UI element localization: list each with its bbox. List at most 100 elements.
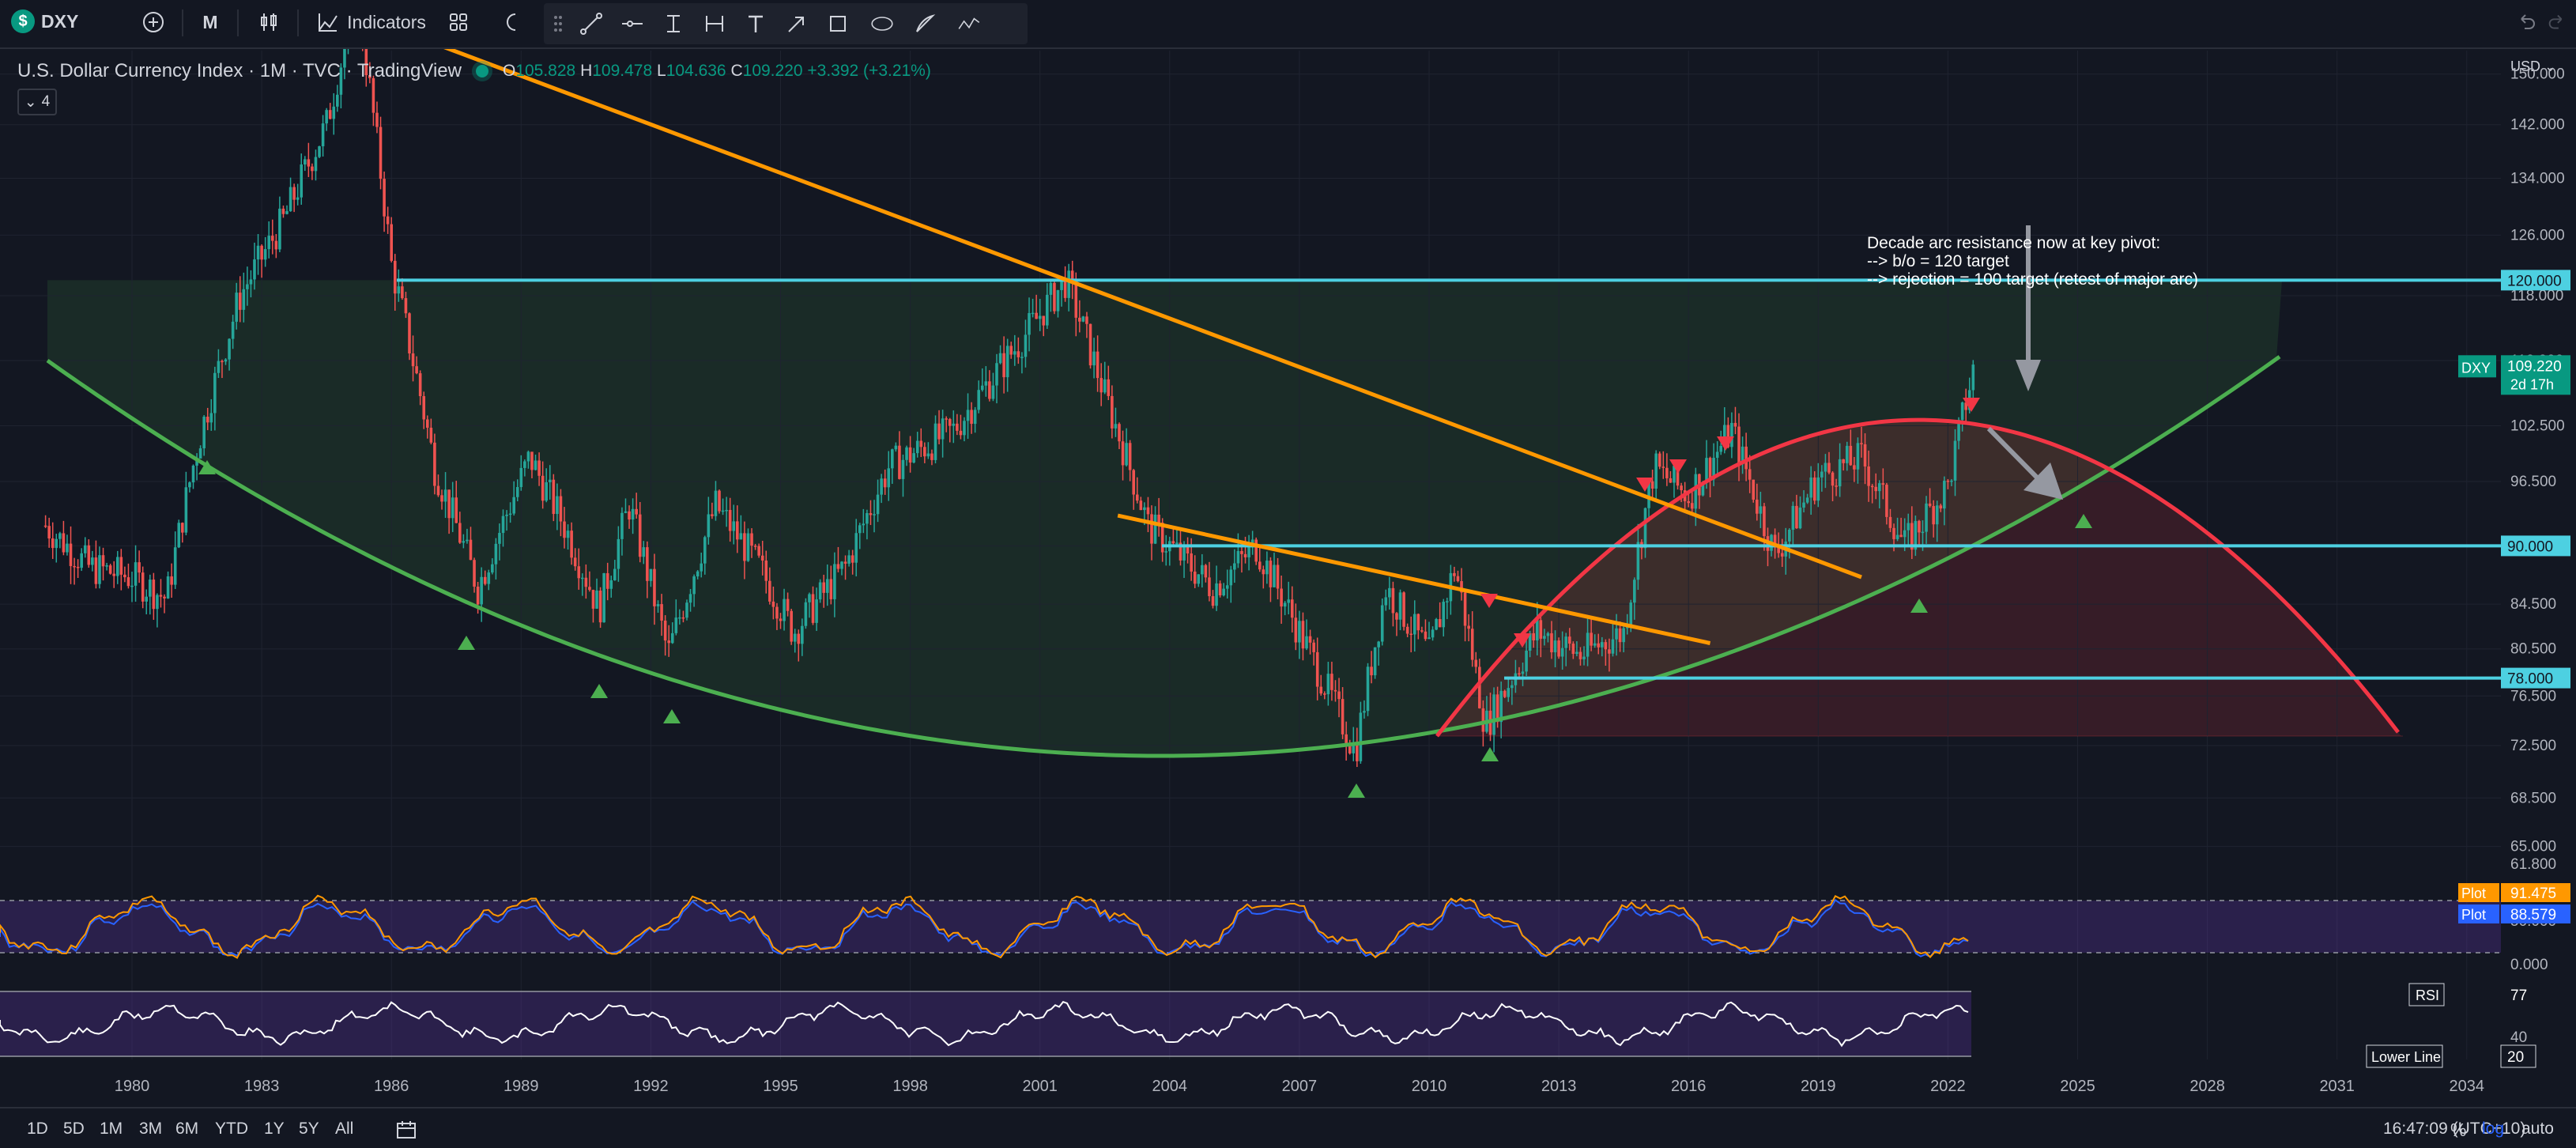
- range-all[interactable]: All: [335, 1120, 354, 1138]
- candle-body: [739, 533, 743, 540]
- drag-handle-icon[interactable]: [550, 8, 566, 40]
- candle-body: [1197, 574, 1201, 584]
- interval-button[interactable]: M: [202, 11, 218, 32]
- candle-body: [649, 568, 653, 581]
- candle-body: [1370, 667, 1373, 676]
- candle-body: [1081, 316, 1085, 322]
- candle-body: [1690, 503, 1694, 509]
- clock-time[interactable]: 16:47:09 (UTC+10): [2383, 1120, 2526, 1138]
- candle-body: [115, 557, 119, 576]
- candle-body: [595, 590, 598, 609]
- candle-body: [184, 487, 188, 533]
- candle-body: [1348, 745, 1352, 753]
- candle-body: [289, 187, 292, 212]
- candle-body: [1042, 315, 1046, 326]
- horizontal-line-tool[interactable]: [617, 8, 648, 40]
- range-5d[interactable]: 5D: [63, 1120, 85, 1138]
- candle-body: [1107, 379, 1111, 396]
- undo-button[interactable]: [2512, 6, 2540, 38]
- range-5y[interactable]: 5Y: [299, 1120, 319, 1138]
- path-tool[interactable]: [950, 8, 988, 40]
- candle-body: [1053, 282, 1056, 312]
- range-1m[interactable]: 1M: [100, 1120, 123, 1138]
- pivot-low-marker: [2075, 514, 2092, 528]
- candle-body: [836, 564, 840, 569]
- candle-body: [1914, 520, 1918, 550]
- candle-body: [1756, 499, 1759, 514]
- candle-body: [933, 423, 937, 460]
- currency-label[interactable]: USD ⌄: [2510, 59, 2556, 74]
- measure-tool[interactable]: [699, 8, 730, 40]
- add-symbol-button[interactable]: [138, 6, 169, 38]
- candle-body: [1741, 446, 1744, 465]
- range-1y[interactable]: 1Y: [264, 1120, 285, 1138]
- alert-button[interactable]: [498, 6, 526, 38]
- candle-body: [1870, 485, 1874, 488]
- candle-body: [1135, 494, 1139, 501]
- candle-body: [591, 590, 595, 609]
- annotation-text-line[interactable]: --> b/o = 120 target: [1867, 252, 2009, 270]
- annotation-text-line[interactable]: Decade arc resistance now at key pivot:: [1867, 234, 2160, 252]
- candle-body: [383, 179, 386, 217]
- redo-button[interactable]: [2545, 6, 2569, 38]
- range-3m[interactable]: 3M: [139, 1120, 163, 1138]
- candle-body: [1892, 527, 1895, 539]
- range-6m[interactable]: 6M: [175, 1120, 199, 1138]
- last-price-box: [2501, 355, 2570, 395]
- layout-button[interactable]: [443, 6, 474, 38]
- rsi-line: [0, 1001, 1969, 1048]
- collapse-indicators-button[interactable]: ⌄ 4: [17, 89, 57, 115]
- candle-body: [1507, 688, 1511, 697]
- candle-body: [1633, 580, 1636, 603]
- candle-body: [804, 602, 808, 626]
- candle-body: [1280, 588, 1283, 607]
- brush-tool[interactable]: [909, 8, 941, 40]
- candle-body: [148, 580, 152, 597]
- range-ytd[interactable]: YTD: [215, 1120, 248, 1138]
- candle-body: [1687, 500, 1690, 504]
- chart-type-button[interactable]: [253, 6, 285, 38]
- candle-body: [901, 459, 905, 479]
- candle-body: [667, 640, 670, 644]
- symbol-button[interactable]: $ DXY: [11, 9, 78, 33]
- candle-body: [1737, 426, 1741, 465]
- market-status-icon[interactable]: [475, 65, 488, 77]
- candle-body: [209, 413, 213, 423]
- candle-body: [1719, 446, 1723, 452]
- candle-body: [458, 523, 462, 543]
- go-to-date-button[interactable]: [395, 1120, 417, 1145]
- trend-line-tool[interactable]: [575, 8, 607, 40]
- rsi-value: 77: [2510, 988, 2527, 1004]
- candle-body: [1895, 534, 1899, 539]
- range-1d[interactable]: 1D: [27, 1120, 48, 1138]
- candle-body: [267, 236, 271, 250]
- candle-body: [1903, 530, 1907, 538]
- ellipse-tool[interactable]: [863, 8, 901, 40]
- pivot-low-marker: [198, 460, 216, 474]
- candle-body: [328, 110, 332, 119]
- annotation-text-line[interactable]: --> rejection = 100 target (retest of ma…: [1867, 270, 2198, 289]
- vertical-text-tool[interactable]: [658, 8, 689, 40]
- arrow-tool[interactable]: [781, 8, 813, 40]
- candle-body: [1046, 294, 1049, 326]
- candle-body: [793, 633, 797, 642]
- arrow-icon: [788, 17, 804, 32]
- indicators-button[interactable]: Indicators: [311, 6, 430, 38]
- candle-body: [1726, 425, 1730, 447]
- log-scale-toggle[interactable]: log: [2482, 1120, 2505, 1138]
- auto-scale-toggle[interactable]: auto: [2521, 1120, 2554, 1138]
- text-tool[interactable]: [740, 8, 771, 40]
- level-label-box: [2501, 535, 2570, 557]
- chart-title[interactable]: U.S. Dollar Currency Index · 1M · TVC · …: [17, 60, 462, 81]
- candle-body: [296, 197, 300, 200]
- candle-body: [339, 67, 343, 95]
- annotation-arrow-down-head: [2016, 360, 2041, 391]
- percent-scale-toggle[interactable]: %: [2450, 1120, 2467, 1140]
- candle-body: [1511, 685, 1514, 689]
- rectangle-tool[interactable]: [822, 8, 854, 40]
- candle-body: [970, 410, 973, 425]
- time-axis: [0, 1069, 2576, 1105]
- candle-body: [1643, 508, 1647, 549]
- candle-body: [833, 564, 836, 599]
